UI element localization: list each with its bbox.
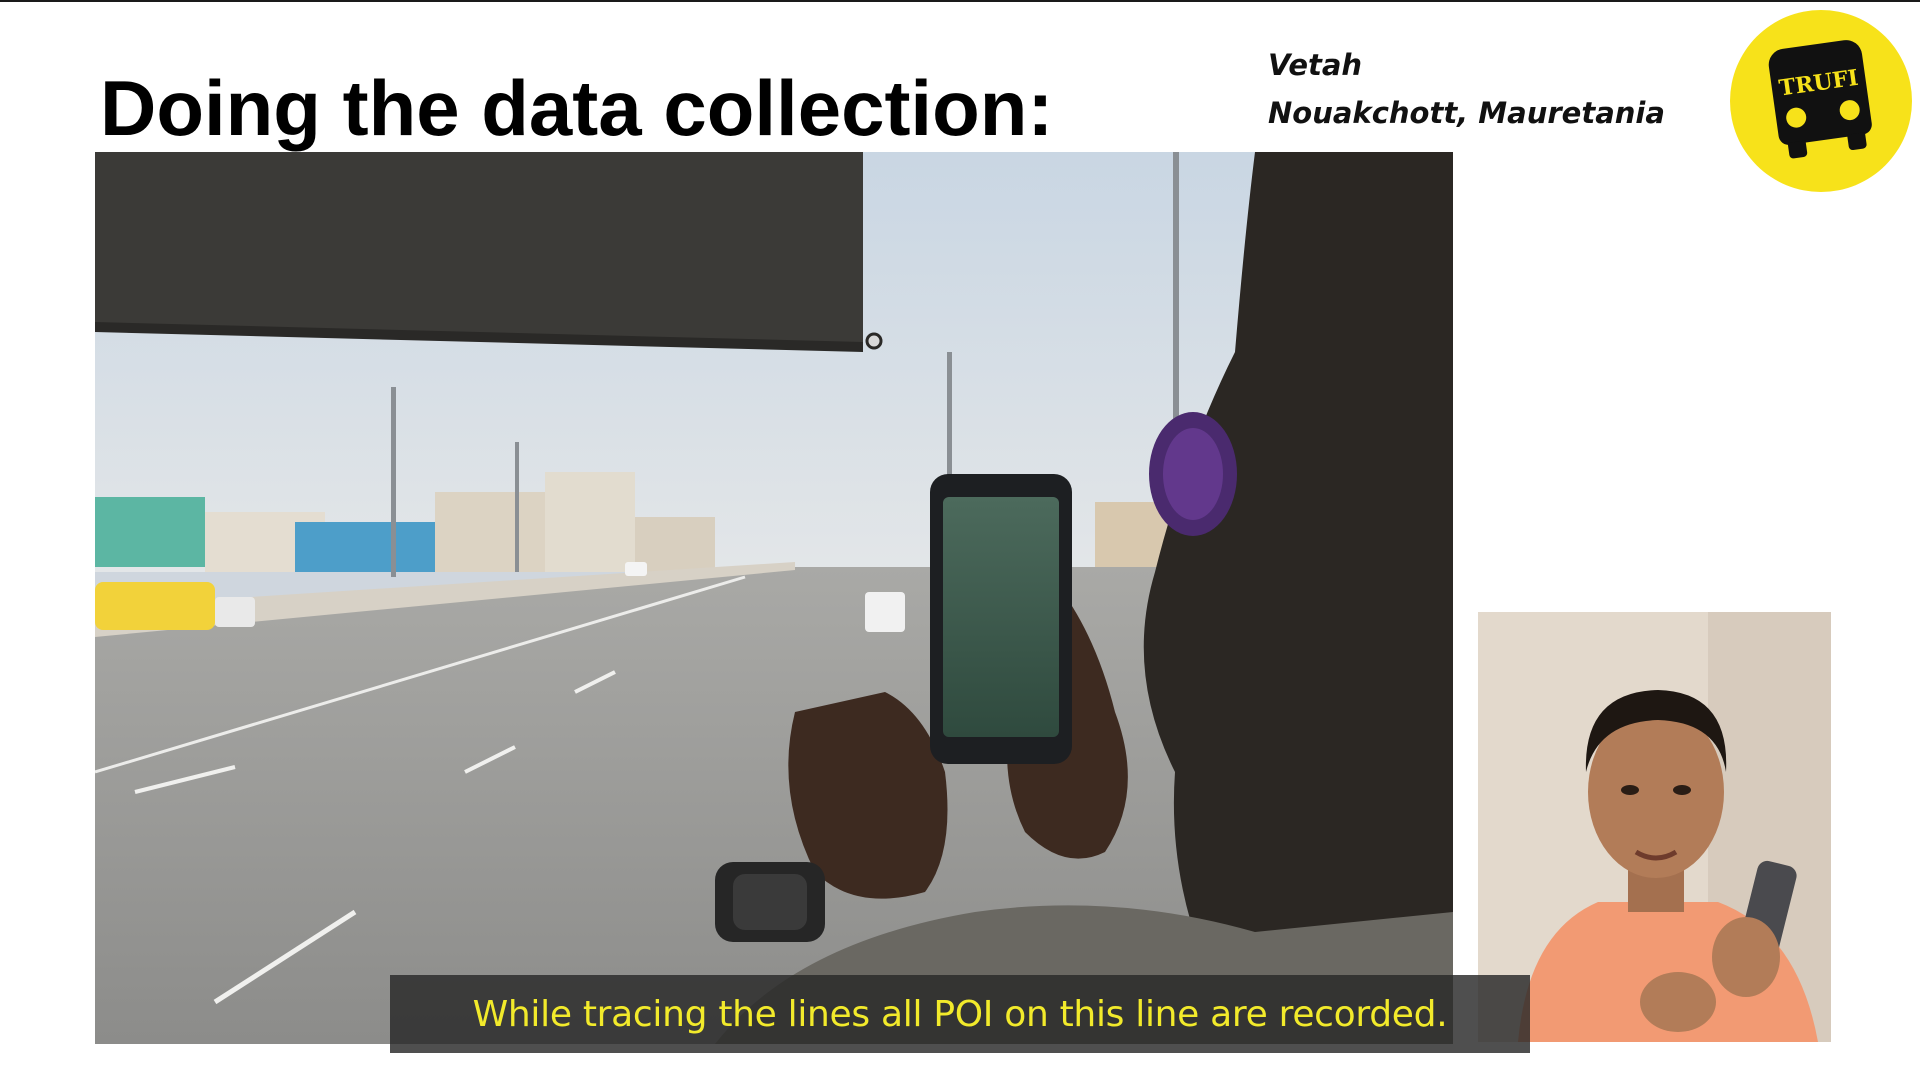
bus-icon: TRUFI <box>1766 38 1876 162</box>
top-border <box>0 0 1920 2</box>
slide-title: Doing the data collection: <box>100 64 1054 152</box>
main-video-frame[interactable] <box>95 152 1453 1044</box>
subtitle-text: While tracing the lines all POI on this … <box>472 993 1448 1035</box>
subtitle-bar: While tracing the lines all POI on this … <box>390 975 1530 1053</box>
speaker-webcam[interactable] <box>1478 612 1831 1042</box>
speaker-location: Nouakchott, Mauretania <box>1268 96 1665 130</box>
speaker-name: Vetah <box>1268 48 1363 82</box>
trufi-logo: TRUFI <box>1730 10 1912 192</box>
